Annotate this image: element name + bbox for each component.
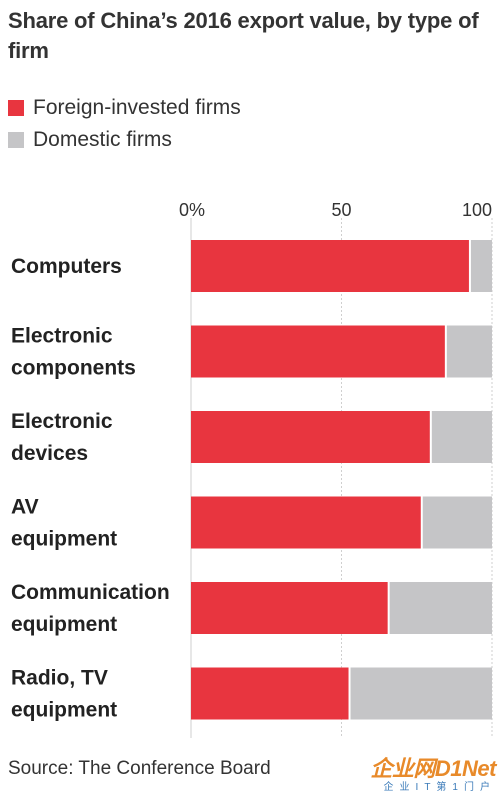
category-label: Electronic devices xyxy=(11,410,113,465)
legend-swatch-foreign xyxy=(8,100,24,116)
category-label: Computers xyxy=(11,255,122,278)
category-label: Communication equipment xyxy=(11,581,170,636)
category-label: Radio, TV equipment xyxy=(11,667,117,722)
bar-domestic xyxy=(470,240,492,292)
watermark-logo: 企业网D1Net 企业IT第1门户 xyxy=(370,758,496,793)
legend: Foreign-invested firms Domestic firms xyxy=(8,92,241,156)
legend-item-domestic: Domestic firms xyxy=(8,124,241,156)
bar-chart: 0% 50 100 Computers Electronic components Elec… xyxy=(11,200,493,738)
bar-foreign xyxy=(191,325,445,378)
legend-label-domestic: Domestic firms xyxy=(33,128,172,151)
bar-foreign xyxy=(191,667,349,720)
x-tick-label: 100 xyxy=(462,200,492,220)
bar-domestic xyxy=(431,411,492,463)
x-tick-label: 50 xyxy=(331,200,351,220)
bar-domestic xyxy=(446,325,492,378)
bar-foreign xyxy=(191,411,430,463)
category-label: Electronic components xyxy=(11,325,136,380)
bar-foreign xyxy=(191,240,469,292)
legend-item-foreign: Foreign-invested firms xyxy=(8,92,241,124)
bar-domestic xyxy=(422,496,492,549)
bar-domestic xyxy=(389,582,492,634)
bar-foreign xyxy=(191,496,421,549)
watermark-sub: 企业IT第1门户 xyxy=(383,782,496,793)
watermark-main: 企业网D1Net xyxy=(370,756,496,781)
bar-foreign xyxy=(191,582,388,634)
x-tick-label: 0% xyxy=(179,200,205,220)
source-note: Source: The Conference Board xyxy=(8,758,271,779)
legend-swatch-domestic xyxy=(8,132,24,148)
category-label: AV equipment xyxy=(11,496,117,551)
legend-label-foreign: Foreign-invested firms xyxy=(33,96,241,119)
chart-title: Share of China’s 2016 export value, by t… xyxy=(8,8,479,63)
bar-domestic xyxy=(350,667,492,720)
